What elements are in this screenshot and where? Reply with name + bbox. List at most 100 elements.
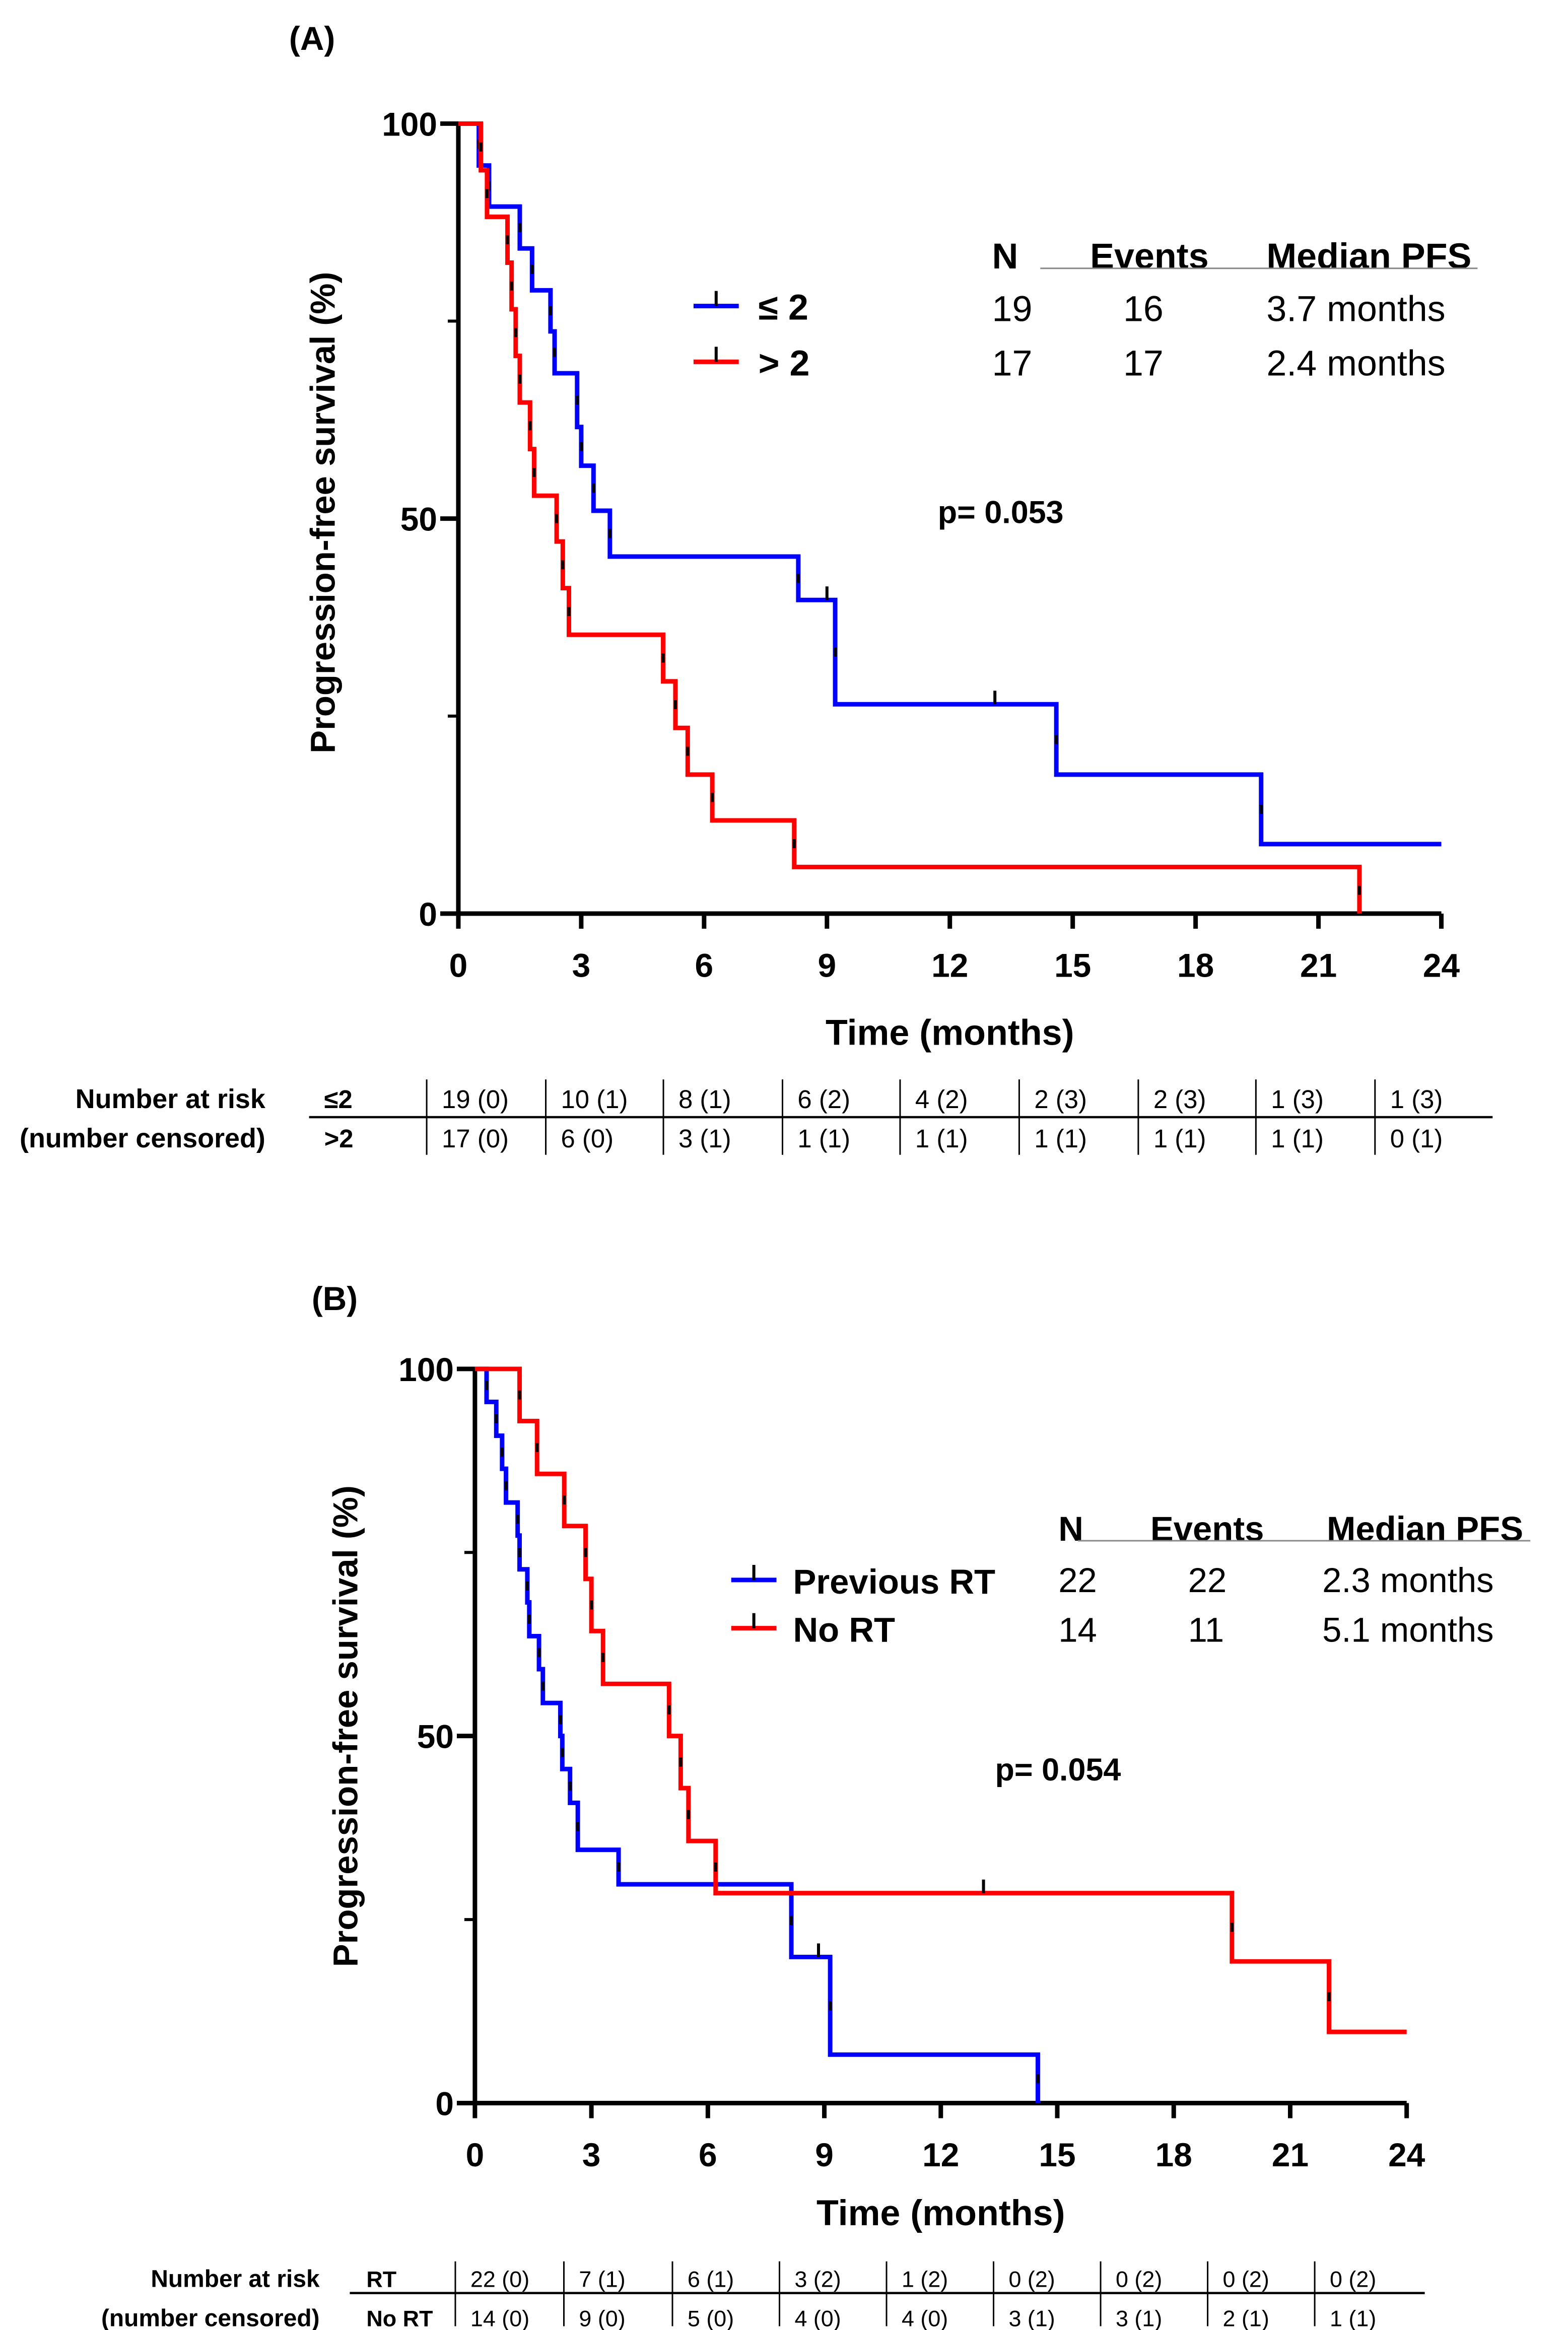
legend-n: 22 bbox=[1058, 1561, 1097, 1600]
risk-cell: 2 (3) bbox=[1153, 1085, 1206, 1114]
legend-label-0: Previous RT bbox=[793, 1562, 995, 1601]
risk-table-title-0: Number at risk bbox=[76, 1084, 265, 1114]
x-tick-label: 15 bbox=[1039, 2136, 1075, 2173]
legend-median: 2.4 months bbox=[1266, 343, 1445, 383]
risk-cell: 0 (2) bbox=[1223, 2267, 1269, 2292]
risk-cell: 0 (2) bbox=[1008, 2267, 1055, 2292]
y-tick-label: 50 bbox=[400, 501, 437, 538]
risk-cell: 4 (0) bbox=[794, 2306, 841, 2330]
x-tick-label: 21 bbox=[1300, 947, 1337, 984]
risk-cell: 2 (3) bbox=[1034, 1085, 1087, 1114]
legend-events: 16 bbox=[1123, 289, 1164, 329]
risk-cell: 3 (1) bbox=[1116, 2306, 1162, 2330]
risk-cell: 6 (1) bbox=[688, 2267, 734, 2292]
x-tick-label: 9 bbox=[815, 2136, 834, 2173]
legend-label-1: No RT bbox=[793, 1611, 895, 1650]
risk-cell: 9 (0) bbox=[579, 2306, 625, 2330]
risk-cell: 0 (1) bbox=[1390, 1124, 1443, 1153]
risk-cell: 10 (1) bbox=[561, 1085, 628, 1114]
risk-row-label: >2 bbox=[324, 1124, 354, 1153]
risk-table-title-1: (number censored) bbox=[101, 2305, 320, 2330]
risk-cell: 0 (2) bbox=[1116, 2267, 1162, 2292]
risk-cell: 5 (0) bbox=[688, 2306, 734, 2330]
risk-cell: 1 (3) bbox=[1390, 1085, 1443, 1114]
risk-cell: 8 (1) bbox=[678, 1085, 731, 1114]
p-value: p= 0.054 bbox=[995, 1752, 1121, 1788]
x-tick-label: 18 bbox=[1177, 947, 1214, 984]
y-tick-label: 0 bbox=[419, 896, 437, 933]
risk-cell: 3 (1) bbox=[1008, 2306, 1055, 2330]
risk-cell: 4 (2) bbox=[915, 1085, 968, 1114]
x-axis-label: Time (months) bbox=[826, 1012, 1074, 1053]
x-tick-label: 0 bbox=[466, 2136, 485, 2173]
y-tick-label: 100 bbox=[398, 1351, 454, 1388]
risk-table-title-0: Number at risk bbox=[151, 2266, 320, 2293]
x-tick-label: 6 bbox=[699, 2136, 717, 2173]
risk-cell: 1 (3) bbox=[1271, 1085, 1324, 1114]
legend-label-0: ≤ 2 bbox=[759, 288, 808, 328]
legend-header-1: Events bbox=[1090, 236, 1209, 277]
legend-label-1: > 2 bbox=[759, 343, 810, 383]
risk-cell: 4 (0) bbox=[902, 2306, 948, 2330]
risk-cell: 7 (1) bbox=[579, 2267, 625, 2292]
risk-row-label: No RT bbox=[366, 2306, 433, 2330]
risk-cell: 1 (1) bbox=[915, 1124, 968, 1153]
risk-cell: 1 (1) bbox=[1034, 1124, 1087, 1153]
x-tick-label: 24 bbox=[1423, 947, 1460, 984]
legend-header-1: Events bbox=[1150, 1510, 1264, 1548]
x-axis-label: Time (months) bbox=[816, 2193, 1065, 2233]
risk-row-label: ≤2 bbox=[324, 1085, 353, 1114]
x-tick-label: 15 bbox=[1054, 947, 1091, 984]
x-tick-label: 21 bbox=[1272, 2136, 1309, 2173]
y-axis-label: Progression-free survival (%) bbox=[326, 1485, 365, 1967]
risk-cell: 1 (1) bbox=[1330, 2306, 1376, 2330]
risk-cell: 1 (1) bbox=[1271, 1124, 1324, 1153]
risk-cell: 0 (2) bbox=[1330, 2267, 1376, 2292]
x-tick-label: 3 bbox=[582, 2136, 601, 2173]
legend-n: 19 bbox=[992, 289, 1033, 329]
x-tick-label: 0 bbox=[449, 947, 468, 984]
risk-cell: 14 (0) bbox=[470, 2306, 529, 2330]
legend-events: 11 bbox=[1188, 1611, 1224, 1650]
legend-median: 2.3 months bbox=[1322, 1561, 1494, 1600]
survival-curve-1 bbox=[474, 1366, 1407, 2034]
risk-cell: 6 (2) bbox=[797, 1085, 850, 1114]
legend-median: 5.1 months bbox=[1322, 1611, 1494, 1650]
risk-cell: 17 (0) bbox=[442, 1124, 509, 1153]
legend-n: 14 bbox=[1058, 1611, 1097, 1650]
x-tick-label: 3 bbox=[572, 947, 591, 984]
survival-curve-0 bbox=[474, 1366, 1040, 2103]
legend-header-0: N bbox=[1058, 1510, 1083, 1548]
y-axis-label: Progression-free survival (%) bbox=[304, 272, 343, 753]
y-tick-label: 100 bbox=[382, 105, 437, 143]
legend-header-2: Median PFS bbox=[1327, 1510, 1523, 1548]
x-tick-label: 6 bbox=[695, 947, 714, 984]
risk-cell: 1 (2) bbox=[902, 2267, 948, 2292]
survival-curve-0 bbox=[458, 121, 1442, 847]
legend-header-2: Median PFS bbox=[1266, 236, 1471, 277]
risk-table-title-1: (number censored) bbox=[20, 1123, 265, 1153]
risk-cell: 19 (0) bbox=[442, 1085, 509, 1114]
risk-row-label: RT bbox=[366, 2267, 396, 2292]
legend-n: 17 bbox=[992, 343, 1033, 383]
risk-cell: 22 (0) bbox=[470, 2267, 529, 2292]
x-tick-label: 12 bbox=[931, 947, 968, 984]
risk-cell: 3 (1) bbox=[678, 1124, 731, 1153]
y-tick-label: 50 bbox=[417, 1718, 454, 1755]
x-tick-label: 12 bbox=[922, 2136, 959, 2173]
panel-label: (B) bbox=[312, 1280, 358, 1317]
x-tick-label: 9 bbox=[817, 947, 836, 984]
legend-events: 22 bbox=[1188, 1561, 1227, 1600]
panel-label: (A) bbox=[289, 20, 335, 57]
risk-cell: 1 (1) bbox=[1153, 1124, 1206, 1153]
risk-cell: 2 (1) bbox=[1223, 2306, 1269, 2330]
survival-curve-1 bbox=[458, 121, 1362, 914]
risk-cell: 3 (2) bbox=[794, 2267, 841, 2292]
legend-median: 3.7 months bbox=[1266, 289, 1445, 329]
legend-header-0: N bbox=[992, 236, 1018, 277]
x-tick-label: 24 bbox=[1388, 2136, 1425, 2173]
p-value: p= 0.053 bbox=[938, 495, 1064, 530]
risk-cell: 1 (1) bbox=[797, 1124, 850, 1153]
y-tick-label: 0 bbox=[435, 2085, 454, 2122]
